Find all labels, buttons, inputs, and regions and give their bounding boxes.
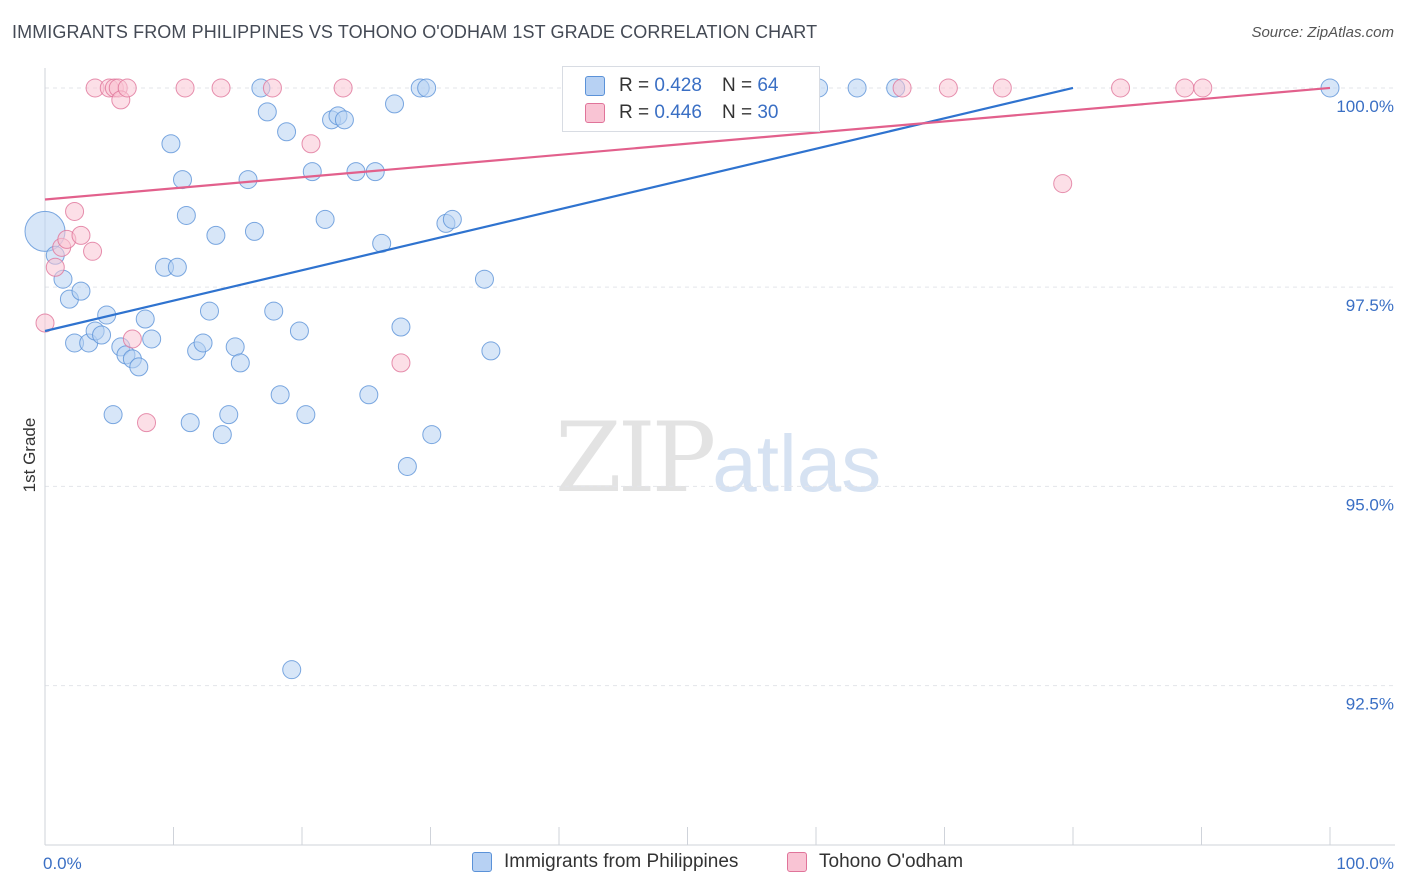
point-tohono [65,201,85,221]
stats-legend: R = 0.428 N = 64 R = 0.446 N = 30 [562,66,820,132]
point-tohono [71,225,91,245]
point-philippines [161,134,181,154]
point-tohono [892,78,912,98]
point-philippines [199,301,219,321]
point-philippines [397,456,417,476]
point-philippines [135,309,155,329]
point-philippines [296,405,316,425]
point-philippines [442,209,462,229]
point-philippines [847,78,867,98]
point-tohono [1175,78,1195,98]
point-philippines [264,301,284,321]
point-philippines [206,225,226,245]
point-philippines [92,325,112,345]
legend-r-value: 0.446 [654,102,702,123]
watermark-zip: ZIP [555,402,716,514]
point-tohono [137,413,157,433]
series-label-philippines: Immigrants from Philippines [504,851,739,872]
legend-n-label: N = [721,75,753,96]
point-tohono [391,353,411,373]
point-philippines [270,385,290,405]
point-tohono [45,257,65,277]
point-philippines [481,341,501,361]
point-philippines [474,269,494,289]
y-axis-title: 1st Grade [20,417,39,493]
point-philippines [282,660,302,680]
legend-n-label: N = [721,102,753,123]
point-tohono [122,329,142,349]
point-philippines [244,221,264,241]
point-tohono [83,241,103,261]
y-tick-label: 92.5% [1346,695,1394,714]
point-tohono [117,78,137,98]
y-tick-label: 95.0% [1346,495,1394,514]
point-philippines [289,321,309,341]
point-philippines [385,94,405,114]
legend-r-value: 0.428 [654,75,702,96]
series-swatch-philippines [472,852,492,872]
legend-r-label: R = [619,75,650,96]
point-philippines [167,257,187,277]
point-tohono [175,78,195,98]
point-tohono [301,134,321,154]
series-legend-tohono: Tohono O'odham [787,851,963,873]
point-tohono [938,78,958,98]
legend-row-philippines: R = 0.428 N = 64 [585,73,778,99]
point-philippines [230,353,250,373]
chart-title: IMMIGRANTS FROM PHILIPPINES VS TOHONO O'… [12,22,818,42]
watermark: ZIPatlas [555,402,881,514]
point-philippines [334,110,354,130]
point-tohono [1193,78,1213,98]
point-tohono [333,78,353,98]
point-philippines [277,122,297,142]
legend-row-tohono: R = 0.446 N = 30 [585,100,778,126]
point-philippines [71,281,91,301]
legend-r-label: R = [619,102,650,123]
series-swatch-tohono [787,852,807,872]
point-tohono [1111,78,1131,98]
point-philippines [315,209,335,229]
point-tohono [262,78,282,98]
point-philippines [176,205,196,225]
series-legend-philippines: Immigrants from Philippines [472,851,738,873]
y-tick-label: 97.5% [1346,296,1394,315]
trendline-philippines [44,86,1074,333]
point-philippines [391,317,411,337]
trendline-tohono [44,86,1331,201]
legend-swatch-tohono [585,103,605,123]
x-tick-label: 0.0% [43,854,82,873]
y-tick-label: 100.0% [1336,97,1394,116]
source-label: Source: ZipAtlas.com [1251,24,1394,41]
point-philippines [238,170,258,190]
point-philippines [180,413,200,433]
point-philippines [219,405,239,425]
point-philippines [422,425,442,445]
legend-n-value: 30 [757,102,779,123]
point-tohono [35,313,55,333]
x-tick-label: 100.0% [1336,854,1394,873]
point-philippines [103,405,123,425]
legend-swatch-philippines [585,76,605,96]
point-philippines [257,102,277,122]
legend-n-value: 64 [757,75,779,96]
point-philippines [193,333,213,353]
point-philippines [359,385,379,405]
point-philippines [142,329,162,349]
point-philippines [129,357,149,377]
point-philippines [225,337,245,357]
point-tohono [211,78,231,98]
point-philippines [212,425,232,445]
point-philippines [417,78,437,98]
series-legend: Immigrants from Philippines Tohono O'odh… [0,851,1406,877]
point-tohono [992,78,1012,98]
watermark-atlas: atlas [712,419,882,508]
point-philippines [172,170,192,190]
point-tohono [1053,174,1073,194]
series-label-tohono: Tohono O'odham [819,851,964,872]
